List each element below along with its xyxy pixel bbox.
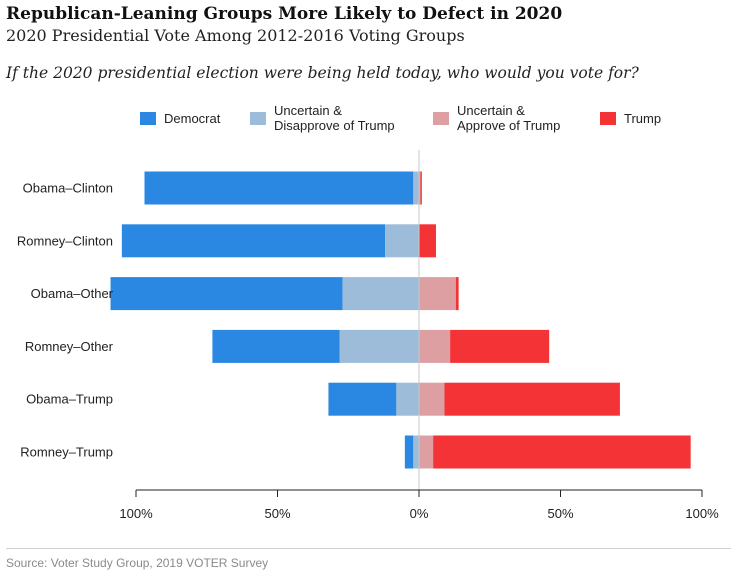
bar-obama-other-uncertain-approve [419,277,456,311]
bar-obama-clinton-democrat [144,171,414,205]
bar-romney-other-trump [450,329,550,363]
category-label-obama-clinton: Obama–Clinton [23,181,113,196]
legend-swatch-uncertain-disapprove [250,111,266,125]
footer-rule [6,548,731,549]
category-labels: Obama–Clinton Romney–Clinton Obama–Other Ro… [17,181,114,460]
legend-swatch-trump [600,112,616,125]
x-tick-label-1: 50% [264,506,290,521]
bars-group [110,171,691,469]
legend-label-democrat: Democrat [164,111,221,126]
bar-obama-clinton-trump [420,171,422,205]
x-tick-label-4: 100% [685,506,719,521]
bar-romney-clinton-uncertain-disapprove [385,224,419,258]
legend-label-uncertain-disapprove: Uncertain & Disapprove of Trump [274,103,395,133]
chart-title: Republican-Leaning Groups More Likely to… [6,4,563,24]
bar-obama-trump-democrat [328,382,397,416]
bar-obama-other-uncertain-disapprove [342,277,419,311]
legend-item-uncertain-disapprove: Uncertain & Disapprove of Trump [250,103,395,133]
category-label-romney-trump: Romney–Trump [20,445,113,460]
bar-obama-trump-uncertain-approve [419,382,445,416]
bar-romney-clinton-trump [419,224,436,258]
chart-plot: Obama–Clinton Romney–Clinton Obama–Other Ro… [17,150,719,521]
bar-romney-clinton-democrat [121,224,386,258]
bar-romney-other-uncertain-approve [419,329,451,363]
legend-swatch-uncertain-approve [433,111,449,125]
chart-subtitle: 2020 Presidential Vote Among 2012-2016 V… [6,26,465,45]
bar-romney-other-uncertain-disapprove [339,329,419,363]
legend-item-trump: Trump [600,111,661,126]
bar-romney-trump-uncertain-disapprove [413,435,419,469]
x-ticks: 100% 50% 0% 50% 100% [119,490,719,521]
bar-romney-other-democrat [212,329,340,363]
bar-obama-other-trump [455,277,459,311]
bar-romney-trump-uncertain-approve [419,435,434,469]
legend-label-uncertain-approve: Uncertain & Approve of Trump [457,103,561,133]
category-label-romney-clinton: Romney–Clinton [17,233,113,248]
source-note: Source: Voter Study Group, 2019 VOTER Su… [6,556,269,570]
bar-romney-trump-trump [433,435,691,469]
x-tick-label-3: 50% [547,506,573,521]
x-tick-label-0: 100% [119,506,153,521]
bar-obama-clinton-uncertain-disapprove [413,171,419,205]
bar-obama-clinton-uncertain-approve [419,171,421,205]
bar-obama-trump-trump [444,382,620,416]
legend: Democrat Uncertain & Disapprove of Trump… [0,100,739,140]
legend-swatch-democrat [140,112,156,125]
category-label-romney-other: Romney–Other [25,339,114,354]
legend-item-democrat: Democrat [140,111,220,126]
chart-question: If the 2020 presidential election were b… [6,64,639,82]
bar-obama-other-democrat [110,277,343,311]
category-label-obama-other: Obama–Other [31,286,114,301]
bar-obama-trump-uncertain-disapprove [396,382,419,416]
bar-romney-trump-democrat [404,435,414,469]
x-tick-label-2: 0% [410,506,429,521]
legend-item-uncertain-approve: Uncertain & Approve of Trump [433,103,560,133]
category-label-obama-trump: Obama–Trump [26,392,113,407]
legend-label-trump: Trump [624,111,662,126]
